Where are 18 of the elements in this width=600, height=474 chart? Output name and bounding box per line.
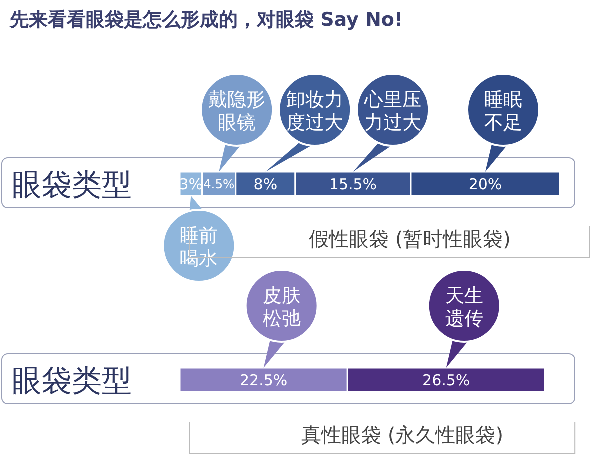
y-tick-label: 眼袋类型	[12, 168, 132, 203]
series-label: 睡眠不足	[484, 89, 522, 134]
series-label: 皮肤松弛	[262, 285, 301, 330]
x-axis-title: 假性眼袋 (暂时性眼袋)	[309, 227, 511, 251]
data-label: 8%	[254, 176, 278, 194]
series-label: 卸妆力度过大	[286, 89, 344, 134]
data-label: 26.5%	[422, 372, 470, 390]
data-label: 4.5%	[203, 178, 235, 192]
series-label: 戴隐形眼镜	[208, 89, 266, 134]
x-axis-title: 真性眼袋 (永久性眼袋)	[302, 423, 504, 447]
data-label: 22.5%	[240, 372, 288, 390]
chart-title: 先来看看眼袋是怎么形成的，对眼袋 Say No!	[9, 9, 404, 31]
data-label: 15.5%	[329, 176, 378, 194]
series-label: 心里压力过大	[364, 89, 422, 134]
series-label: 天生遗传	[445, 285, 484, 330]
data-label: 3%	[179, 176, 204, 194]
data-label: 20%	[468, 176, 502, 194]
y-tick-label: 眼袋类型	[12, 364, 132, 399]
